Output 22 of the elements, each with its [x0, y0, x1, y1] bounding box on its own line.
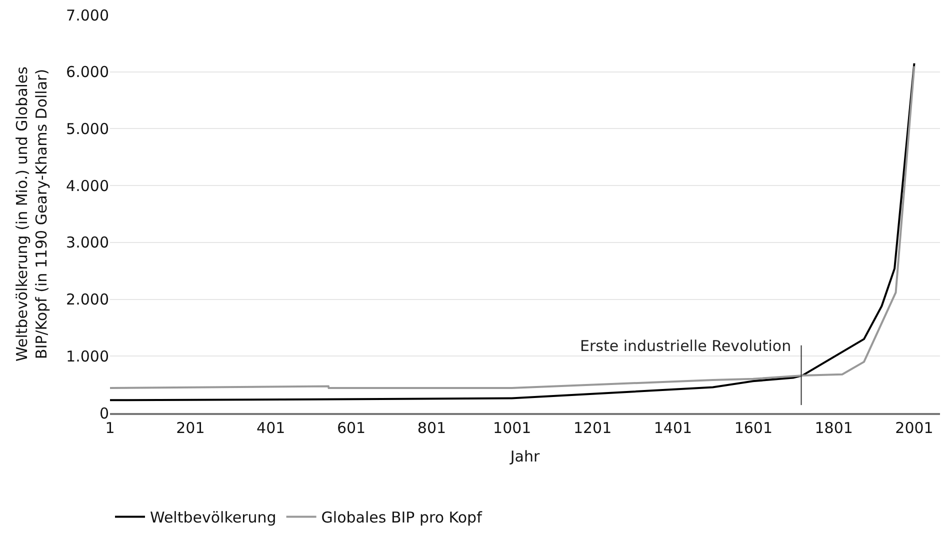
y-tick-label: 2.000 [66, 290, 109, 309]
y-tick-label: 6.000 [66, 63, 109, 82]
x-tick-label: 1801 [814, 419, 853, 437]
y-tick-label: 3.000 [66, 234, 109, 252]
y-tick-label: 5.000 [66, 120, 109, 138]
x-tick-label: 2001 [895, 419, 934, 437]
x-tick-label: 1201 [573, 419, 612, 437]
y-axis-title: Weltbevölkerung (in Mio.) und Globales BIP/Kopf (in 1190 Geary-Khams Dollar) [12, 66, 50, 362]
x-tick-label: 1001 [493, 419, 532, 437]
x-tick-label: 401 [256, 419, 286, 437]
legend-label: Weltbevölkerung [150, 508, 276, 527]
x-axis-title: Jahr [509, 448, 540, 466]
x-tick-label: 1401 [654, 419, 692, 437]
ref-line-label: Erste industrielle Revolution [580, 337, 792, 355]
x-tick-label: 201 [176, 419, 205, 437]
y-tick-label: 7.000 [66, 6, 109, 24]
legend-label: Globales BIP pro Kopf [321, 508, 483, 527]
x-tick-label: 1601 [734, 419, 773, 437]
x-tick-label: 601 [336, 419, 366, 437]
x-tick-label: 801 [417, 419, 446, 437]
y-tick-label: 4.000 [66, 176, 109, 195]
y-tick-label: 1.000 [66, 347, 109, 366]
